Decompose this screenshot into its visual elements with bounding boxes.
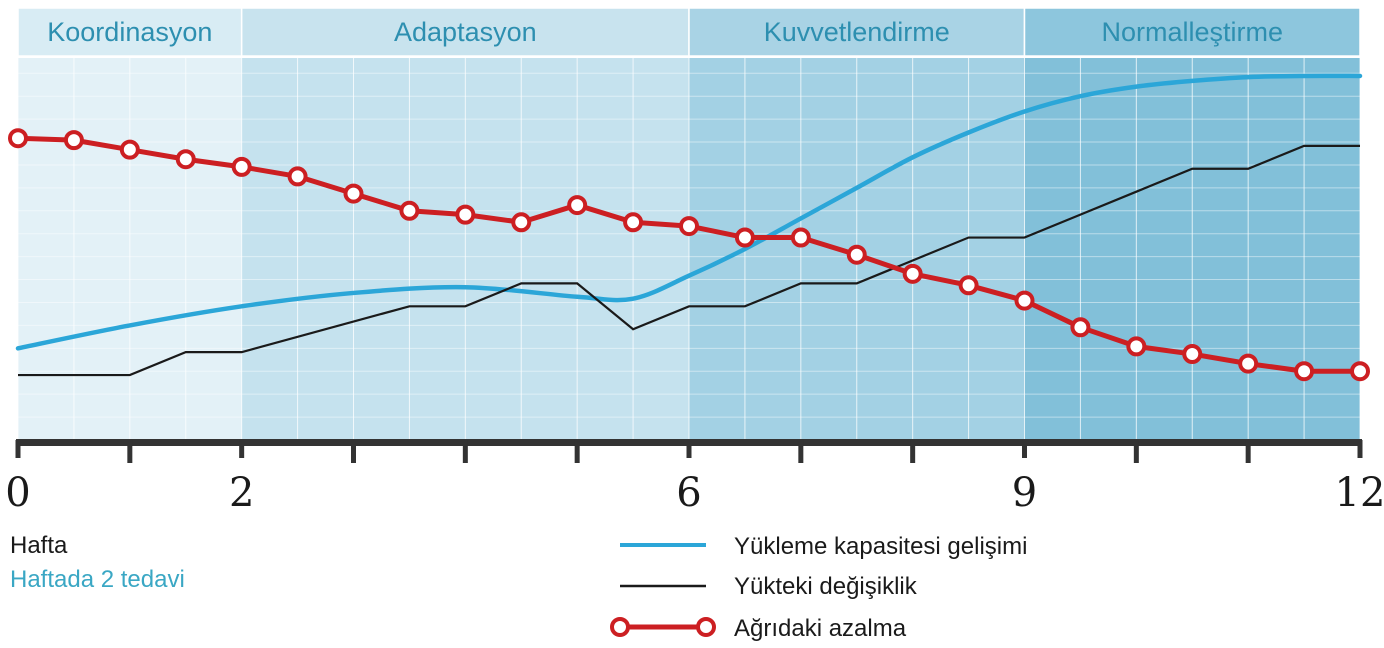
x-tick (15, 440, 21, 458)
pain-point (1294, 361, 1315, 382)
pain-point (902, 263, 923, 284)
legend-marker-pain-left (610, 617, 630, 637)
x-tick (239, 440, 245, 458)
x-tick-label: 6 (676, 470, 701, 516)
pain-point (455, 204, 476, 225)
legend-marker-pain-right (696, 617, 716, 637)
phase-label-1: Adaptasyon (394, 17, 537, 47)
series-line-load (18, 144, 1360, 377)
phase-header-1 (240, 7, 690, 57)
legend-label-capacity: Yükleme kapasitesi gelişimi (734, 533, 1027, 560)
series-layer (8, 73, 1370, 382)
pain-point (63, 130, 84, 151)
x-tick (127, 440, 133, 463)
x-tick (462, 440, 468, 463)
phase-headers: Koordinasyon Adaptasyon Kuvvetlendirme Norm… (17, 7, 1361, 57)
x-tick (910, 440, 916, 463)
x-tick (798, 440, 804, 463)
legend-label-pain: Ağrıdaki azalma (734, 615, 907, 642)
chart-grid (17, 58, 1361, 441)
x-tick (574, 440, 580, 463)
pain-point (1350, 361, 1370, 382)
phase-label-3: Normalleştirme (1101, 17, 1283, 47)
phase-label-2: Kuvvetlendirme (764, 17, 950, 47)
x-tick (1357, 440, 1363, 458)
pain-point (511, 212, 532, 233)
pain-point (343, 183, 364, 204)
pain-point (846, 244, 867, 265)
pain-point (1182, 344, 1203, 365)
series-line-capacity (15, 73, 1363, 351)
pain-point (287, 166, 308, 187)
pain-point (567, 195, 588, 216)
pain-point (623, 212, 644, 233)
pain-point (1126, 336, 1147, 357)
x-axis-label-week: Hafta (10, 532, 68, 559)
phase-header-2 (688, 7, 1026, 57)
x-tick (351, 440, 356, 463)
pain-point (734, 227, 755, 248)
pain-point (399, 200, 420, 221)
pain-point (1238, 353, 1259, 374)
pain-point (8, 128, 28, 149)
x-tick-label: 12 (1335, 470, 1384, 516)
x-tick-label: 0 (5, 470, 30, 516)
x-axis: 0 2 6 9 12 (5, 439, 1384, 516)
legend-label-load: Yükteki değişiklik (734, 573, 918, 600)
x-tick (686, 440, 692, 458)
pain-point (119, 139, 140, 160)
phase-header-3 (1023, 7, 1361, 57)
pain-point (958, 275, 979, 296)
legend: Yükleme kapasitesi gelişimi Yükteki deği… (610, 533, 1027, 642)
pain-point (790, 227, 811, 248)
pain-point (679, 216, 699, 237)
pain-point (231, 156, 252, 177)
pain-point (1070, 317, 1091, 338)
phase-header-0 (17, 7, 243, 57)
x-tick-label: 9 (1012, 470, 1037, 516)
pain-point (1014, 290, 1035, 311)
pain-point (175, 149, 196, 170)
x-tick (1022, 440, 1027, 458)
x-tick (1133, 440, 1139, 463)
x-tick-label: 2 (229, 470, 254, 516)
x-tick (1245, 440, 1251, 463)
phase-label-0: Koordinasyon (47, 17, 212, 47)
x-axis-label-treatments: Haftada 2 tedavi (10, 566, 185, 593)
